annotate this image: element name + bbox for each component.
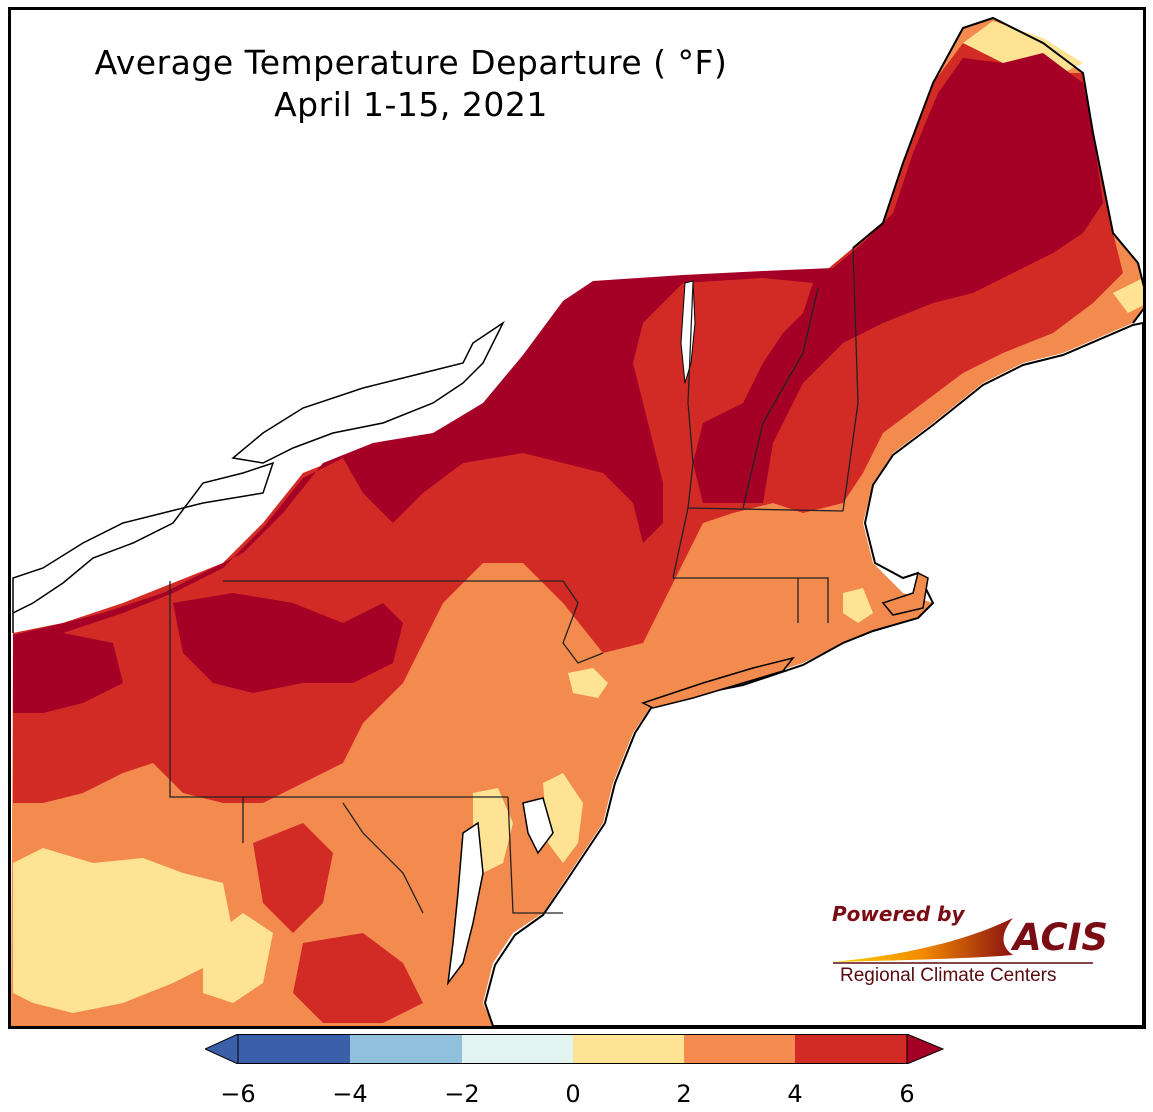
zone-0-2-delmarva [473, 788, 513, 873]
zone-4-6-va [293, 933, 423, 1023]
regional-climate-centers-text: Regional Climate Centers [840, 965, 1057, 986]
legend-tick-label: −6 [220, 1080, 256, 1108]
zone-0-2-nj [543, 773, 583, 863]
legend-bin-neg2-0 [462, 1034, 573, 1064]
legend-tick-label: −2 [444, 1080, 480, 1108]
delaware-bay [522, 797, 554, 855]
legend-tick-label: 2 [676, 1080, 692, 1108]
zone-0-2-wv [203, 913, 273, 1003]
legend-bin-below-4 [238, 1034, 350, 1064]
temperature-map [11, 16, 1143, 1026]
map-frame: Average Temperature Departure ( °F) Apri… [8, 7, 1146, 1029]
color-legend-bar [205, 1034, 945, 1064]
legend-tick-label: 0 [565, 1080, 581, 1108]
chesapeake-bay [446, 821, 484, 986]
legend-bin-4-6 [795, 1034, 907, 1064]
atlantic-ocean [483, 321, 1143, 1026]
legend-bin-neg4-neg2 [350, 1034, 462, 1064]
legend-bin-2-4 [684, 1034, 795, 1064]
state-boundaries [169, 247, 859, 914]
coastline-northeast [852, 16, 1143, 324]
powered-by-text: Powered by [832, 902, 965, 926]
acis-logo-text: ACIS [1013, 916, 1109, 959]
long-island [641, 656, 795, 709]
zone-above-6-west [13, 633, 123, 713]
legend-tick-label: 4 [787, 1080, 803, 1108]
zone-0-2-ma [843, 588, 873, 623]
zone-above-6-pa [173, 593, 403, 693]
zone-4-6-md [253, 823, 333, 933]
zone-above-6-north [13, 53, 1103, 643]
legend-tick-label: 6 [899, 1080, 915, 1108]
legend-bin-0-2 [573, 1034, 684, 1064]
legend-extend-high [906, 1034, 945, 1064]
acis-swoosh-logo [833, 918, 1093, 964]
zone-0-2-me-coast [1113, 278, 1143, 313]
lake-ontario [231, 320, 505, 464]
map-subtitle: April 1-15, 2021 [274, 85, 548, 124]
zone-0-2-nj2 [568, 668, 608, 698]
map-title: Average Temperature Departure ( °F) [94, 43, 728, 82]
legend-extend-low [205, 1034, 239, 1064]
legend-tick-label: −4 [332, 1080, 368, 1108]
cape-cod [881, 571, 929, 616]
lake-erie [12, 461, 275, 633]
zone-0-2-southwest [13, 848, 233, 1013]
